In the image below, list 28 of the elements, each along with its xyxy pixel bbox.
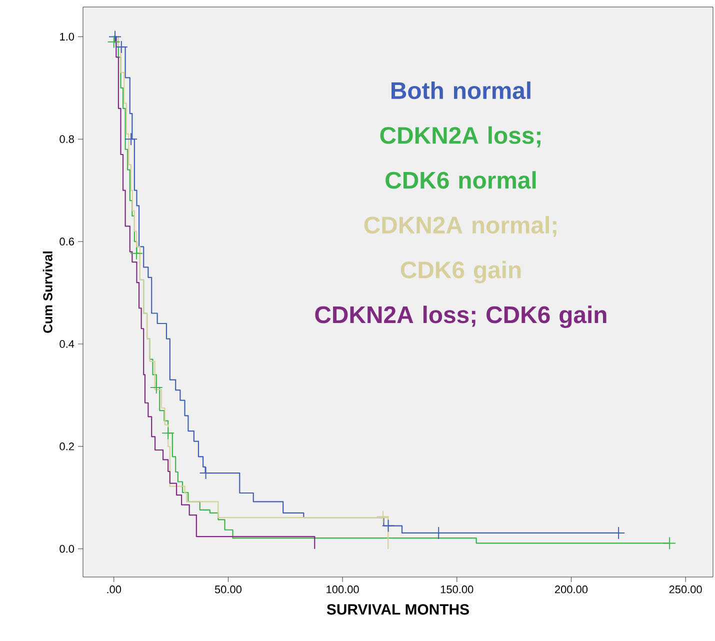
point bbox=[150, 381, 163, 394]
y-tick-label: 0.6 bbox=[60, 238, 74, 246]
x-axis-title: SURVIVAL MONTHS bbox=[326, 604, 469, 615]
x-tick-label: 100.00 bbox=[326, 586, 359, 594]
point bbox=[162, 426, 175, 440]
point bbox=[130, 246, 144, 260]
x-tick-label: 150.00 bbox=[440, 586, 474, 594]
y-tick-label: 1.0 bbox=[60, 32, 74, 41]
y-axis-title: Cum Survival bbox=[42, 252, 52, 333]
x-tick-label: .00 bbox=[107, 586, 122, 594]
y-tick-label: 0.4 bbox=[60, 340, 74, 348]
point bbox=[107, 35, 120, 48]
y-tick-label: 0.2 bbox=[60, 442, 74, 450]
y-tick-label: 0.8 bbox=[60, 135, 74, 144]
text: Both normal bbox=[392, 82, 530, 100]
point bbox=[376, 510, 390, 524]
y-tick-label: 0.0 bbox=[60, 544, 74, 553]
text: CDKN2A loss; CDK6 normal bbox=[380, 126, 540, 189]
x-tick-label: 50.00 bbox=[214, 586, 242, 594]
x-tick-label: 200.00 bbox=[555, 586, 588, 594]
point bbox=[663, 536, 676, 550]
text: CDKN2A loss; CDK6 gain bbox=[315, 306, 606, 328]
text: CDKN2A normal; CDK6 gain bbox=[364, 216, 556, 284]
x-tick-label: 250.00 bbox=[669, 586, 702, 594]
point bbox=[382, 519, 395, 532]
point bbox=[108, 30, 122, 44]
point bbox=[114, 40, 128, 54]
point bbox=[124, 132, 138, 146]
